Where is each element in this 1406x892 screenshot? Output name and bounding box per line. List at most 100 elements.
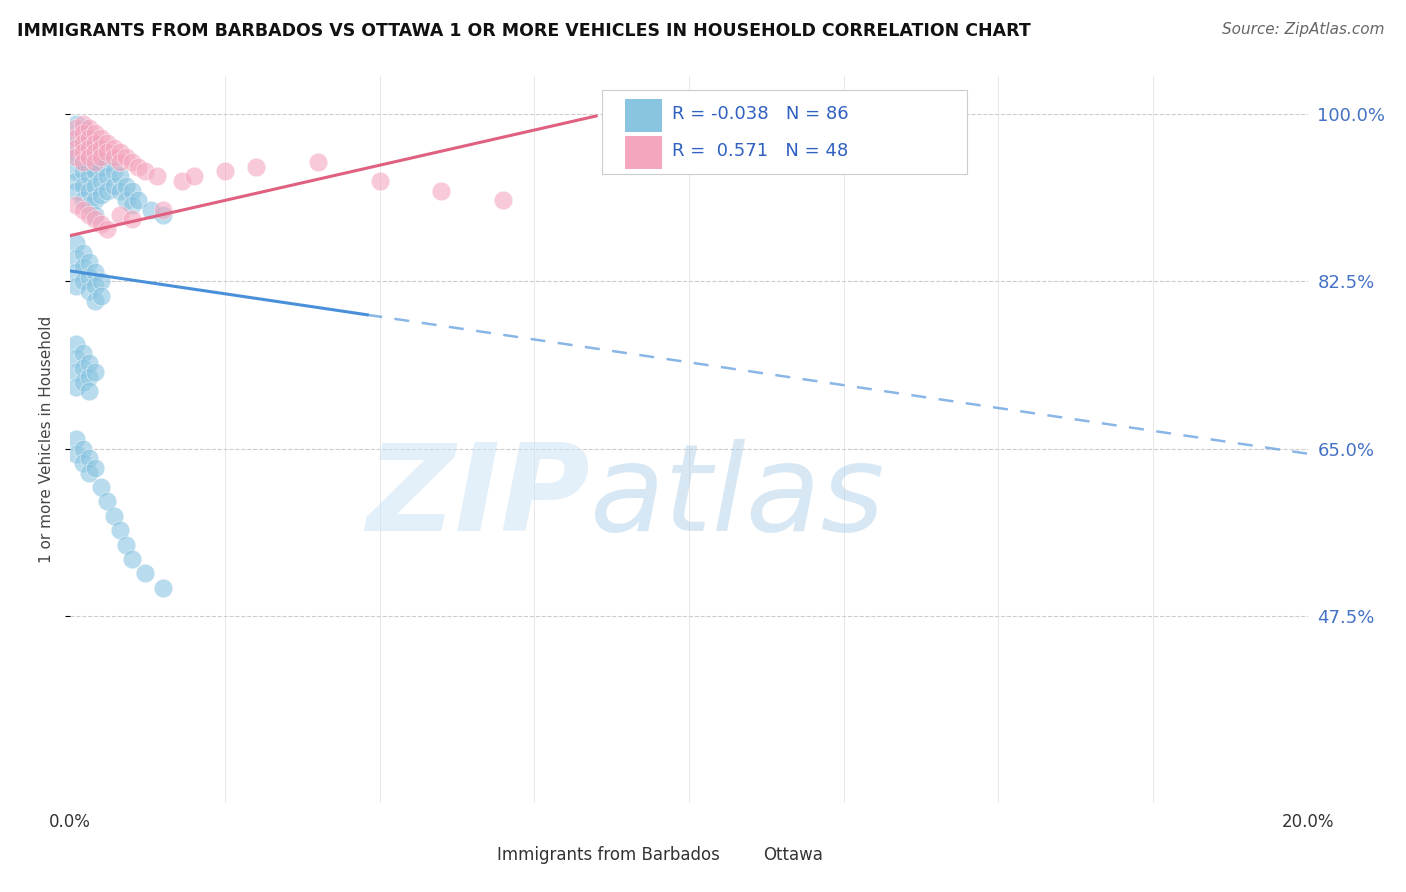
Point	[115, 178, 138, 193]
Point	[121, 184, 143, 198]
Point	[127, 160, 149, 174]
Point	[65, 117, 87, 131]
Point	[84, 212, 107, 227]
Point	[84, 126, 107, 140]
Point	[77, 131, 100, 145]
Point	[170, 174, 193, 188]
Point	[103, 508, 125, 523]
Point	[65, 184, 87, 198]
Point	[90, 275, 112, 289]
Point	[134, 164, 156, 178]
Point	[65, 432, 87, 446]
Point	[84, 193, 107, 207]
Point	[430, 184, 453, 198]
Point	[84, 279, 107, 293]
Point	[77, 207, 100, 221]
Point	[77, 121, 100, 136]
Point	[84, 461, 107, 475]
Point	[103, 140, 125, 154]
Point	[77, 140, 100, 154]
Point	[90, 150, 112, 164]
Point	[84, 155, 107, 169]
Point	[77, 150, 100, 164]
Point	[65, 336, 87, 351]
Point	[77, 356, 100, 370]
Point	[72, 260, 94, 274]
Point	[72, 117, 94, 131]
Point	[96, 169, 118, 184]
Point	[96, 184, 118, 198]
Point	[72, 145, 94, 160]
Point	[72, 136, 94, 150]
Point	[77, 370, 100, 384]
Point	[65, 447, 87, 461]
Point	[121, 552, 143, 566]
Text: IMMIGRANTS FROM BARBADOS VS OTTAWA 1 OR MORE VEHICLES IN HOUSEHOLD CORRELATION C: IMMIGRANTS FROM BARBADOS VS OTTAWA 1 OR …	[17, 22, 1031, 40]
Point	[368, 174, 391, 188]
Point	[115, 537, 138, 551]
Point	[121, 212, 143, 227]
Point	[152, 207, 174, 221]
Point	[96, 136, 118, 150]
Point	[72, 155, 94, 169]
Point	[77, 284, 100, 298]
Text: Ottawa: Ottawa	[763, 847, 823, 864]
Bar	[720, 844, 755, 871]
Point	[65, 251, 87, 265]
Point	[65, 351, 87, 365]
Point	[84, 178, 107, 193]
Point	[96, 494, 118, 508]
Point	[65, 174, 87, 188]
Point	[108, 207, 131, 221]
Point	[77, 255, 100, 269]
Point	[72, 442, 94, 456]
Point	[108, 155, 131, 169]
Point	[84, 207, 107, 221]
Point	[77, 160, 100, 174]
Point	[214, 164, 236, 178]
Point	[90, 480, 112, 494]
Bar	[624, 136, 662, 169]
Point	[108, 184, 131, 198]
Point	[72, 193, 94, 207]
Point	[84, 136, 107, 150]
Bar	[624, 99, 662, 132]
Point	[84, 145, 107, 160]
Point	[90, 160, 112, 174]
Text: Source: ZipAtlas.com: Source: ZipAtlas.com	[1222, 22, 1385, 37]
Text: R =  0.571   N = 48: R = 0.571 N = 48	[672, 142, 848, 160]
Point	[146, 169, 169, 184]
Bar	[602, 90, 967, 174]
Point	[84, 293, 107, 308]
Point	[121, 198, 143, 212]
Point	[72, 245, 94, 260]
Point	[492, 193, 515, 207]
Text: ZIP: ZIP	[366, 439, 591, 556]
Point	[183, 169, 205, 184]
Point	[72, 202, 94, 217]
Point	[65, 131, 87, 145]
Text: atlas: atlas	[591, 439, 886, 556]
Point	[103, 150, 125, 164]
Point	[77, 184, 100, 198]
Point	[115, 193, 138, 207]
Y-axis label: 1 or more Vehicles in Household: 1 or more Vehicles in Household	[38, 316, 53, 563]
Point	[77, 150, 100, 164]
Point	[90, 131, 112, 145]
Point	[65, 150, 87, 164]
Point	[72, 164, 94, 178]
Point	[307, 155, 329, 169]
Point	[77, 269, 100, 284]
Point	[77, 169, 100, 184]
Point	[127, 193, 149, 207]
Point	[65, 365, 87, 379]
Point	[72, 136, 94, 150]
Point	[90, 174, 112, 188]
Point	[245, 160, 267, 174]
Point	[152, 581, 174, 595]
Point	[90, 188, 112, 202]
Point	[103, 178, 125, 193]
Point	[65, 145, 87, 160]
Bar	[454, 844, 488, 871]
Point	[72, 375, 94, 389]
